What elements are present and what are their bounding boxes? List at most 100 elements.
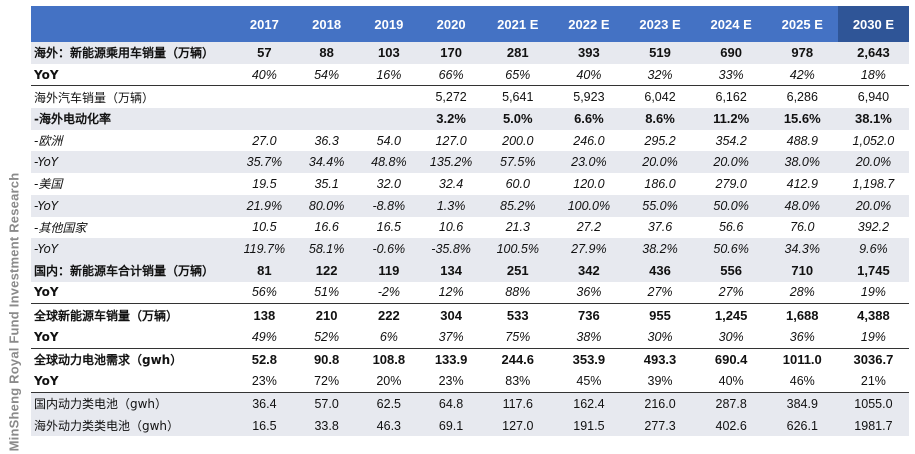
- table-cell: 519: [624, 42, 696, 64]
- table-cell: 38.1%: [837, 108, 909, 130]
- table-cell: 50.0%: [695, 194, 767, 217]
- table-cell: 21.3: [505, 220, 530, 235]
- table-cell: 138: [253, 307, 276, 323]
- table-cell: 20.0%: [695, 151, 767, 174]
- row-label: -海外电动化率: [31, 108, 234, 130]
- table-cell: 1,052.0: [852, 133, 895, 148]
- table-cell: 1,688: [785, 307, 819, 323]
- forecast-table: 2017 2018 2019 2020 2021 E 2022 E 2023 E…: [31, 6, 909, 437]
- table-row: YoY 49% 52% 6% 37% 75% 38% 30% 30% 36% 19%: [31, 325, 909, 349]
- table-cell: [233, 108, 296, 130]
- table-cell: 20.0%: [624, 151, 696, 174]
- table-cell: 15.6%: [766, 108, 838, 130]
- table-cell: 1,245: [714, 307, 748, 323]
- table-cell: [295, 108, 358, 130]
- table-cell: 20.0%: [837, 151, 909, 174]
- row-label: 海外动力类类电池（gwh）: [31, 414, 234, 437]
- header-cell: 2024 E: [695, 6, 767, 42]
- table-cell: 35.1: [314, 176, 339, 191]
- table-cell: 4,388: [857, 307, 890, 323]
- table-cell: [296, 86, 358, 108]
- table-cell: 66%: [419, 63, 483, 87]
- header-cell: 2018: [295, 6, 358, 42]
- table-cell: 710: [766, 259, 838, 282]
- table-cell: 27.9%: [553, 238, 625, 260]
- row-label: YoY: [31, 325, 234, 349]
- table-row: 国内：新能源车合计销量（万辆） 81 122 119 134 251 342 436 556 71…: [31, 259, 909, 282]
- header-cell: 2022 E: [553, 6, 625, 42]
- table-cell: 246.0: [573, 133, 605, 148]
- table-cell: 18%: [837, 63, 909, 87]
- table-cell: 48.0%: [766, 194, 838, 217]
- table-row: YoY 23% 72% 20% 23% 83% 45% 39% 40% 46% 21%: [31, 370, 909, 394]
- table-cell: 1011.0: [782, 351, 822, 367]
- table-cell: 3036.7: [853, 351, 894, 367]
- table-cell: [357, 108, 420, 130]
- row-label: 海外汽车销量（万辆）: [34, 90, 155, 105]
- table-cell: 57.5%: [482, 151, 554, 174]
- table-cell: 76.0: [790, 220, 815, 235]
- table-cell: 127.0: [482, 414, 554, 437]
- table-cell: 64.8: [419, 392, 483, 415]
- table-cell: 32%: [624, 63, 696, 87]
- table-cell: 32.4: [438, 176, 464, 191]
- table-cell: 533: [506, 307, 529, 323]
- row-label: YoY: [31, 281, 234, 305]
- table-cell: 83%: [482, 370, 554, 394]
- table-cell: 42%: [766, 63, 838, 87]
- table-cell: 488.9: [786, 133, 818, 148]
- table-cell: 28%: [766, 281, 838, 305]
- table-cell: 36%: [766, 325, 838, 349]
- watermark: MinSheng Royal Fund Investment Research: [0, 0, 28, 454]
- table-cell: 27.0: [252, 133, 277, 148]
- row-label: -其他国家: [34, 220, 87, 235]
- table-cell: 58.1%: [295, 238, 358, 260]
- table-cell: 103: [357, 42, 420, 64]
- table-cell: 5,641: [502, 90, 534, 105]
- table-cell: 6,162: [715, 90, 747, 105]
- table-cell: -35.8%: [419, 238, 483, 260]
- table-cell: 85.2%: [482, 194, 554, 217]
- header-row: 2017 2018 2019 2020 2021 E 2022 E 2023 E…: [31, 6, 909, 42]
- table-cell: 186.0: [644, 176, 676, 191]
- table-row: 国内动力类电池（gwh） 36.4 57.0 62.5 64.8 117.6 162.4 21…: [31, 392, 909, 415]
- table-cell: 54%: [295, 63, 358, 87]
- table-cell: 50.6%: [695, 238, 767, 260]
- table-cell: 353.9: [572, 351, 606, 367]
- table-cell: 9.6%: [837, 238, 909, 260]
- table-cell: 100.0%: [553, 194, 625, 217]
- table-cell: 100.5%: [482, 238, 554, 260]
- table-cell: 5.0%: [482, 108, 554, 130]
- table-cell: 45%: [553, 370, 625, 394]
- table-cell: 56.6: [718, 220, 744, 235]
- table-cell: 135.2%: [419, 151, 483, 174]
- table-cell: 1.3%: [419, 194, 483, 217]
- table-cell: 62.5: [357, 392, 420, 415]
- table-cell: 33%: [695, 63, 767, 87]
- table-cell: 295.2: [644, 133, 676, 148]
- table-row: -YoY 21.9% 80.0% -8.8% 1.3% 85.2% 100.0% 55.0% 5…: [31, 194, 909, 217]
- table-cell: 34.3%: [766, 238, 838, 260]
- table-cell: 10.5: [252, 220, 277, 235]
- table-cell: 119.7%: [233, 238, 296, 260]
- table-cell: 40%: [233, 63, 296, 87]
- table-cell: 127.0: [435, 133, 467, 148]
- table-cell: [233, 86, 295, 108]
- row-label: -美国: [34, 177, 63, 192]
- table-cell: 392.2: [857, 220, 890, 235]
- table-cell: 16%: [357, 63, 420, 87]
- table-cell: 1981.7: [837, 414, 909, 437]
- table-cell: 191.5: [553, 414, 625, 437]
- table-cell: 30%: [624, 325, 696, 349]
- table-cell: 27%: [695, 281, 767, 305]
- header-cell: 2021 E: [482, 6, 554, 42]
- table-cell: 20%: [357, 370, 420, 394]
- table-cell: 80.0%: [295, 194, 358, 217]
- table-cell: 19%: [837, 281, 909, 305]
- header-cell: 2020: [419, 6, 483, 42]
- table-cell: 287.8: [695, 392, 767, 415]
- header-cell: 2019: [357, 6, 420, 42]
- table-cell: 133.9: [434, 351, 468, 367]
- table-cell: 412.9: [786, 176, 818, 191]
- table-cell: 200.0: [502, 133, 534, 148]
